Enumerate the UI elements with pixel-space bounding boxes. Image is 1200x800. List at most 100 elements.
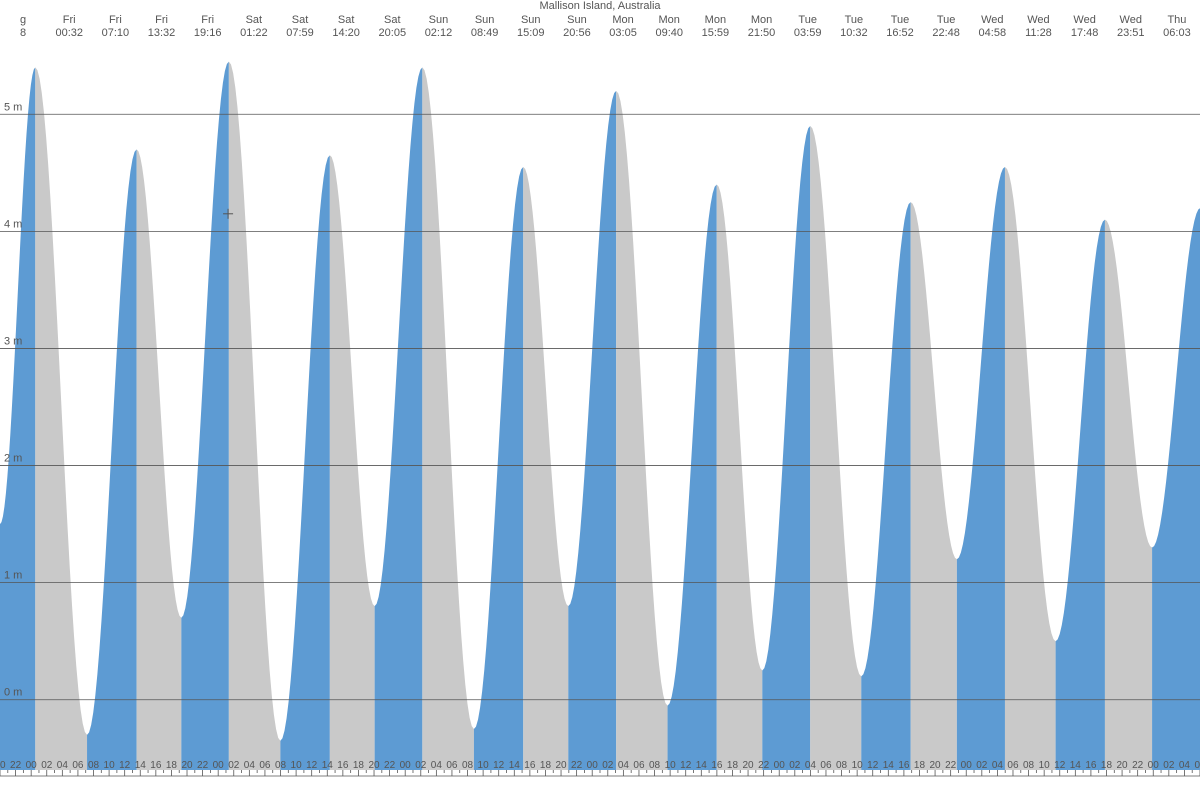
tide-segment bbox=[330, 155, 375, 770]
x-axis-label: 08 bbox=[836, 760, 848, 771]
x-axis-label: 18 bbox=[353, 760, 365, 771]
tide-segment bbox=[1056, 220, 1105, 770]
tide-segment bbox=[957, 167, 1005, 770]
tide-segment bbox=[668, 185, 717, 770]
x-axis-label: 10 bbox=[665, 760, 677, 771]
tide-segment bbox=[87, 149, 137, 770]
tide-segment bbox=[375, 67, 423, 770]
tide-segment bbox=[229, 62, 281, 770]
x-axis-label: 14 bbox=[883, 760, 895, 771]
x-axis-label: 04 bbox=[992, 760, 1004, 771]
x-axis-label: 18 bbox=[727, 760, 739, 771]
x-axis-label: 12 bbox=[493, 760, 505, 771]
x-axis-label: 22 bbox=[945, 760, 957, 771]
x-axis-label: 10 bbox=[104, 760, 116, 771]
x-axis-label: 20 bbox=[0, 760, 6, 771]
x-axis-label: 08 bbox=[275, 760, 287, 771]
y-axis-label: 2 m bbox=[4, 453, 22, 465]
x-axis-label: 12 bbox=[306, 760, 318, 771]
x-axis-label: 04 bbox=[244, 760, 256, 771]
x-axis-label: 02 bbox=[228, 760, 240, 771]
x-axis-label: 20 bbox=[181, 760, 193, 771]
x-axis-label: 06 bbox=[72, 760, 84, 771]
x-axis-label: 16 bbox=[1085, 760, 1097, 771]
tide-segment bbox=[1152, 208, 1200, 770]
x-axis-label: 06 bbox=[633, 760, 645, 771]
x-axis-label: 12 bbox=[119, 760, 131, 771]
x-axis-label: 00 bbox=[1148, 760, 1160, 771]
x-axis-label: 02 bbox=[415, 760, 427, 771]
x-axis-label: 00 bbox=[213, 760, 225, 771]
tide-segment bbox=[35, 67, 87, 770]
tide-segment bbox=[0, 67, 35, 770]
y-axis-label: 1 m bbox=[4, 570, 22, 582]
x-axis-label: 18 bbox=[1101, 760, 1113, 771]
x-axis-label: 12 bbox=[680, 760, 692, 771]
x-axis-label: 20 bbox=[368, 760, 380, 771]
x-axis-label: 02 bbox=[602, 760, 614, 771]
x-axis-label: 20 bbox=[555, 760, 567, 771]
tide-segment bbox=[717, 185, 763, 770]
x-axis-label: 22 bbox=[384, 760, 396, 771]
x-axis-label: 00 bbox=[26, 760, 38, 771]
x-axis-label: 14 bbox=[1070, 760, 1082, 771]
x-axis-label: 22 bbox=[10, 760, 22, 771]
x-axis-label: 08 bbox=[462, 760, 474, 771]
x-axis-label: 06 bbox=[820, 760, 832, 771]
y-axis-label: 3 m bbox=[4, 335, 22, 347]
x-axis-label: 14 bbox=[509, 760, 521, 771]
x-axis-label: 22 bbox=[571, 760, 583, 771]
tide-segment bbox=[474, 167, 523, 770]
tide-segment bbox=[1005, 167, 1056, 770]
tide-segment bbox=[1105, 220, 1152, 770]
x-axis-label: 00 bbox=[961, 760, 973, 771]
x-axis-label: 00 bbox=[587, 760, 599, 771]
x-axis-label: 02 bbox=[1163, 760, 1175, 771]
x-axis-label: 08 bbox=[88, 760, 100, 771]
x-axis-label: 02 bbox=[789, 760, 801, 771]
x-axis-label: 08 bbox=[1023, 760, 1035, 771]
tide-segment bbox=[568, 91, 616, 770]
tide-segment bbox=[523, 167, 568, 770]
tide-segment bbox=[861, 202, 910, 770]
x-axis-label: 20 bbox=[742, 760, 754, 771]
x-axis-label: 22 bbox=[1132, 760, 1144, 771]
tide-segment bbox=[762, 126, 810, 770]
x-axis-label: 04 bbox=[618, 760, 630, 771]
x-axis-label: 18 bbox=[540, 760, 552, 771]
x-axis-label: 20 bbox=[1117, 760, 1129, 771]
x-axis-label: 10 bbox=[478, 760, 490, 771]
x-axis-label: 06 bbox=[1194, 760, 1200, 771]
tide-segment bbox=[810, 126, 861, 770]
x-axis-label: 10 bbox=[291, 760, 303, 771]
x-axis-label: 12 bbox=[867, 760, 879, 771]
x-axis-label: 16 bbox=[898, 760, 910, 771]
x-axis-label: 20 bbox=[930, 760, 942, 771]
tide-segment bbox=[181, 62, 229, 770]
x-axis-label: 16 bbox=[150, 760, 162, 771]
x-axis-label: 04 bbox=[57, 760, 69, 771]
x-axis-label: 12 bbox=[1054, 760, 1066, 771]
x-axis-label: 04 bbox=[805, 760, 817, 771]
x-axis-label: 08 bbox=[649, 760, 661, 771]
x-axis-label: 18 bbox=[166, 760, 178, 771]
y-axis-label: 4 m bbox=[4, 218, 22, 230]
tide-segment bbox=[280, 155, 329, 770]
x-axis-label: 18 bbox=[914, 760, 926, 771]
tide-chart: 0 m1 m2 m3 m4 m5 m2022000204060810121416… bbox=[0, 0, 1200, 800]
x-axis-label: 06 bbox=[446, 760, 458, 771]
x-axis-label: 10 bbox=[852, 760, 864, 771]
x-axis-label: 14 bbox=[322, 760, 334, 771]
x-axis-label: 04 bbox=[431, 760, 443, 771]
x-axis-label: 04 bbox=[1179, 760, 1191, 771]
x-axis-label: 02 bbox=[41, 760, 53, 771]
x-axis-label: 22 bbox=[197, 760, 209, 771]
tide-segment bbox=[137, 149, 182, 770]
x-axis-label: 22 bbox=[758, 760, 770, 771]
tide-segment bbox=[422, 67, 474, 770]
tide-segment bbox=[911, 202, 957, 770]
y-axis-label: 0 m bbox=[4, 687, 22, 699]
tide-segment bbox=[616, 91, 667, 770]
x-axis-label: 00 bbox=[774, 760, 786, 771]
x-axis-label: 16 bbox=[711, 760, 723, 771]
